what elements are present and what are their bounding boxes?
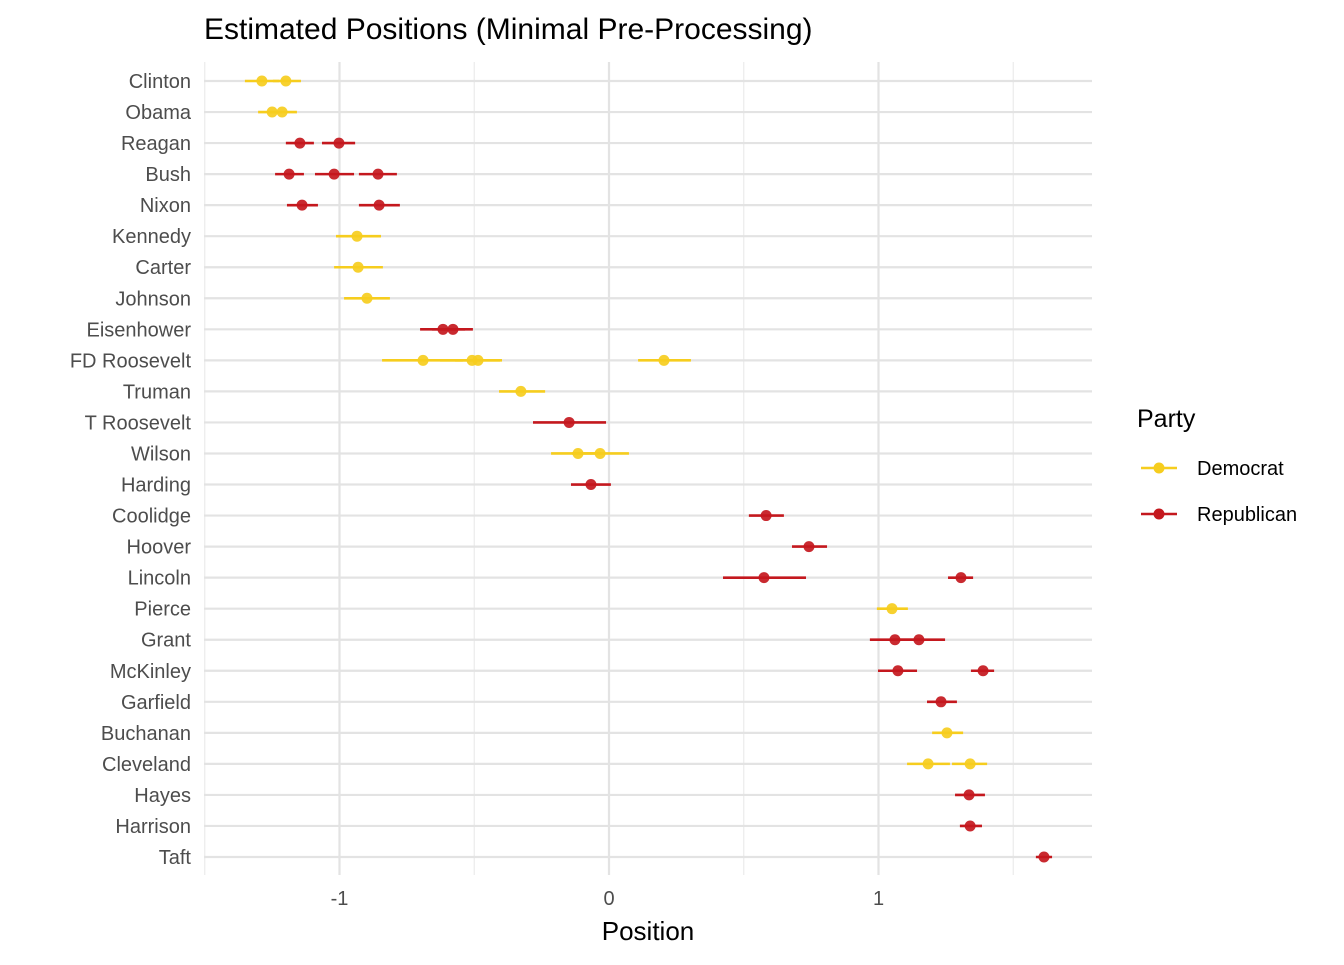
point-estimate (276, 106, 288, 118)
point-estimate (585, 479, 597, 491)
y-tick-label: Hayes (134, 785, 191, 807)
y-tick-label: Johnson (115, 288, 191, 310)
point-estimate (294, 137, 306, 149)
point-estimate (941, 727, 953, 739)
x-tick-label: -1 (331, 888, 349, 910)
y-tick-label: Hoover (127, 537, 192, 559)
point-estimate (935, 696, 947, 708)
y-tick-label: Harrison (115, 816, 191, 838)
point-estimate (892, 665, 904, 677)
point-estimate (955, 572, 967, 584)
y-tick-label: Nixon (140, 195, 191, 217)
point-estimate (417, 354, 429, 366)
point-estimate (472, 354, 484, 366)
y-tick-label: Obama (125, 102, 191, 124)
y-tick-label: Buchanan (101, 723, 191, 745)
x-tick-label: 0 (603, 888, 614, 910)
x-tick-labels: -1 0 1 (331, 888, 884, 910)
legend-key-point (1153, 508, 1165, 520)
y-tick-label: Carter (135, 257, 191, 279)
y-tick-labels: Clinton Obama Reagan Bush Nixon Kennedy Carter… (70, 71, 192, 869)
point-estimate (1038, 851, 1050, 863)
y-tick-label: Harding (121, 475, 191, 497)
y-tick-label: Bush (145, 164, 191, 186)
legend-key-point (1153, 462, 1165, 474)
point-estimate (352, 261, 364, 273)
point-estimate (447, 323, 459, 335)
point-estimate (913, 634, 925, 646)
y-tick-label: McKinley (110, 661, 191, 683)
point-estimate (256, 75, 268, 87)
point-estimate (361, 292, 373, 304)
point-estimate (964, 758, 976, 770)
y-tick-label: Clinton (129, 71, 191, 93)
y-tick-label: FD Roosevelt (70, 350, 192, 372)
point-estimate (351, 230, 363, 242)
y-tick-label: Kennedy (112, 226, 191, 248)
legend-label: Democrat (1197, 458, 1284, 480)
y-tick-label: Grant (141, 630, 191, 652)
point-estimate (280, 75, 292, 87)
point-estimate (333, 137, 345, 149)
point-estimate (283, 168, 295, 180)
grid (204, 62, 1092, 875)
y-tick-label: Wilson (131, 443, 191, 465)
point-estimate (964, 820, 976, 832)
y-tick-label: Eisenhower (86, 319, 191, 341)
y-tick-label: Garfield (121, 692, 191, 714)
point-estimate (886, 603, 898, 615)
chart-title: Estimated Positions (Minimal Pre-Process… (204, 13, 813, 46)
point-estimate (760, 510, 772, 522)
point-estimate (977, 665, 989, 677)
point-estimate (658, 354, 670, 366)
point-estimate (563, 416, 575, 428)
point-estimate (296, 199, 308, 211)
y-tick-label: Lincoln (128, 568, 191, 590)
point-estimate (328, 168, 340, 180)
point-estimate (758, 572, 770, 584)
x-tick-label: 1 (873, 888, 884, 910)
legend: Party Democrat Republican (1137, 405, 1297, 526)
y-tick-label: Coolidge (112, 506, 191, 528)
point-estimate (594, 447, 606, 459)
data-marks (244, 75, 1053, 863)
y-tick-label: Pierce (134, 599, 191, 621)
y-tick-label: Taft (159, 847, 192, 869)
y-tick-label: Cleveland (102, 754, 191, 776)
point-estimate (372, 168, 384, 180)
x-axis-label: Position (602, 916, 695, 946)
point-estimate (803, 541, 815, 553)
y-tick-label: T Roosevelt (85, 412, 192, 434)
legend-label: Republican (1197, 504, 1297, 526)
point-estimate (963, 789, 975, 801)
point-estimate (373, 199, 385, 211)
y-tick-label: Truman (123, 381, 191, 403)
y-tick-label: Reagan (121, 133, 191, 155)
legend-title: Party (1137, 405, 1196, 433)
point-estimate (922, 758, 934, 770)
point-estimate (515, 385, 527, 397)
